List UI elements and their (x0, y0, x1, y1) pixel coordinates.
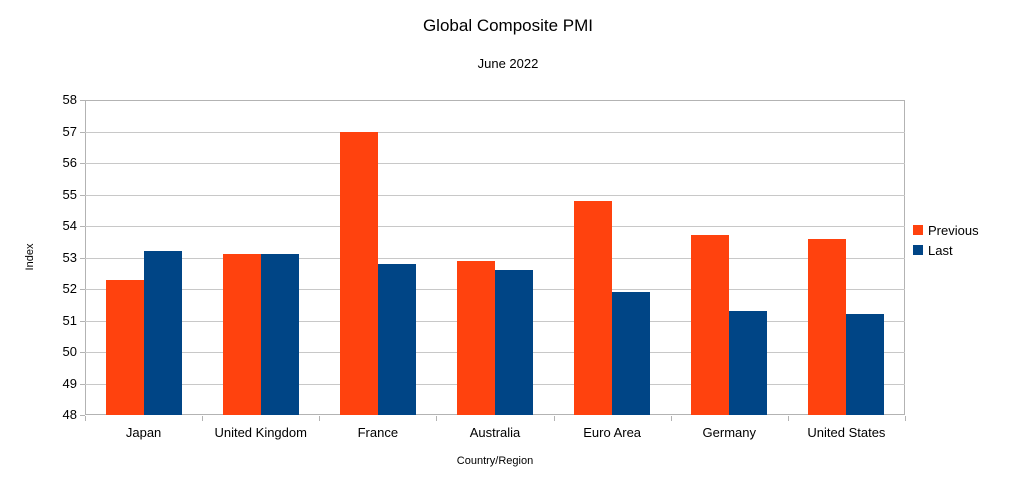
bar-previous-france (339, 131, 378, 415)
bar-previous-united-kingdom (222, 254, 261, 415)
bar-previous-japan (105, 279, 144, 415)
bar-previous-euro-area (574, 200, 613, 415)
x-axis-tick-mark (85, 416, 86, 421)
y-axis-tick-label: 48 (62, 407, 77, 422)
legend-item-last: Last (913, 240, 979, 260)
y-axis-tick-mark (80, 352, 85, 353)
y-axis-tick-mark (80, 383, 85, 385)
bar-last-france (377, 263, 416, 415)
legend-label: Previous (928, 222, 979, 238)
y-axis-tick-label: 53 (62, 249, 77, 265)
bar-previous-united-states (808, 238, 847, 415)
bar-last-japan (143, 251, 182, 415)
y-axis-tick-label: 57 (62, 123, 77, 139)
y-axis-tick-mark (80, 226, 85, 227)
y-axis-tick-label: 50 (62, 344, 77, 359)
y-axis-tick-label: 51 (62, 312, 77, 328)
gridline (85, 131, 905, 133)
y-axis-tick-mark (80, 289, 85, 290)
y-axis-tick-mark (80, 194, 85, 196)
gridline (85, 257, 905, 259)
x-axis-tick-mark (670, 416, 672, 421)
x-axis-tick-mark (319, 416, 321, 421)
bar-last-australia (495, 270, 533, 415)
y-axis-tick-label: 49 (62, 375, 77, 391)
x-axis-tick-mark (436, 416, 438, 421)
bar-previous-germany (691, 235, 730, 415)
bar-last-germany (729, 311, 768, 415)
y-axis-tick-mark (80, 131, 85, 133)
bar-last-united-kingdom (260, 254, 299, 415)
x-axis-tick-label: Euro Area (583, 425, 642, 440)
y-axis-tick-mark (80, 163, 85, 164)
y-axis-label: Index (24, 243, 36, 271)
y-axis-tick-label: 55 (62, 186, 77, 202)
legend-swatch-last (913, 245, 923, 255)
y-axis-tick-mark (80, 415, 85, 416)
y-axis-tick-mark (80, 100, 85, 101)
y-axis-tick-label: 56 (62, 155, 77, 170)
bar-last-united-states (846, 314, 885, 415)
x-axis-tick-label: Japan (125, 425, 162, 440)
bar-previous-australia (457, 260, 495, 415)
x-axis-tick-label: United States (807, 425, 886, 440)
legend-swatch-previous (913, 225, 923, 235)
gridline (85, 226, 905, 227)
y-axis-tick-label: 58 (62, 92, 77, 107)
chart-subtitle: June 2022 (477, 56, 539, 71)
y-axis-tick-label: 54 (62, 218, 77, 233)
x-axis-label: Country/Region (456, 455, 534, 467)
x-axis-tick-mark (202, 416, 204, 421)
x-axis-tick-label: United Kingdom (214, 425, 307, 440)
x-axis-tick-label: Australia (469, 425, 521, 440)
y-axis-tick-label: 52 (62, 281, 77, 296)
legend: Previous Last (913, 220, 979, 260)
legend-item-previous: Previous (913, 220, 979, 240)
x-axis-tick-mark (553, 416, 555, 421)
x-axis-tick-label: France (357, 425, 399, 440)
x-axis-tick-mark (787, 416, 789, 421)
legend-label: Last (928, 242, 953, 258)
bar-last-euro-area (612, 292, 651, 415)
y-axis-tick-mark (80, 320, 85, 322)
chart-title: Global Composite PMI (422, 16, 594, 35)
y-axis-tick-mark (80, 257, 85, 259)
gridline (85, 194, 905, 196)
x-axis-tick-mark (905, 416, 906, 421)
gridline (85, 163, 905, 164)
x-axis-tick-label: Germany (702, 425, 756, 440)
